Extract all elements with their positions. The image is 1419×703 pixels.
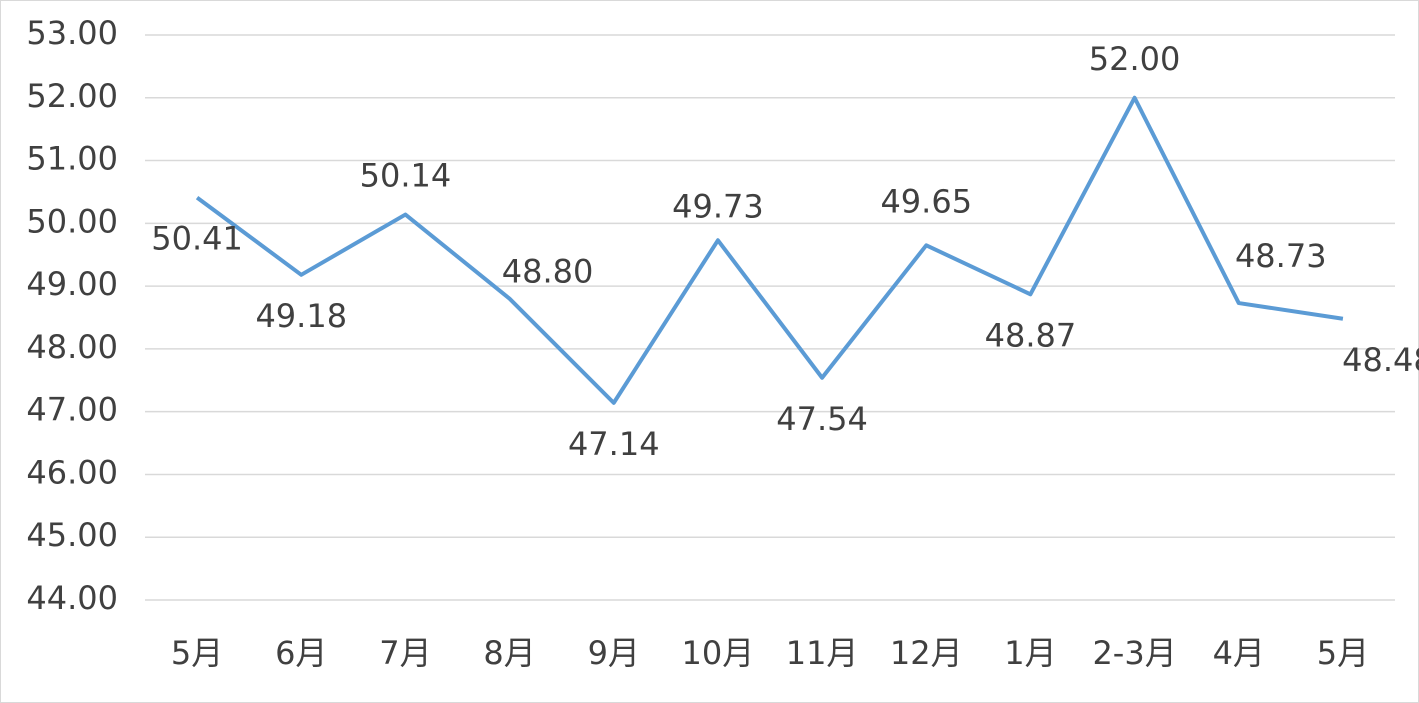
data-label: 47.14 bbox=[568, 425, 660, 463]
y-tick-label: 47.00 bbox=[26, 391, 118, 429]
data-label: 49.65 bbox=[880, 182, 972, 220]
x-tick-label: 5月 bbox=[1317, 634, 1369, 672]
data-label: 48.73 bbox=[1235, 237, 1327, 275]
y-tick-label: 48.00 bbox=[26, 328, 118, 366]
y-tick-label: 46.00 bbox=[26, 453, 118, 491]
data-label: 49.73 bbox=[672, 187, 764, 225]
data-label: 47.54 bbox=[776, 400, 868, 438]
x-tick-label: 12月 bbox=[890, 634, 963, 672]
data-label: 50.14 bbox=[360, 157, 452, 195]
x-tick-label: 7月 bbox=[379, 634, 431, 672]
data-label: 50.41 bbox=[151, 220, 243, 258]
y-tick-label: 45.00 bbox=[26, 516, 118, 554]
x-tick-label: 6月 bbox=[275, 634, 327, 672]
y-tick-label: 50.00 bbox=[26, 202, 118, 240]
y-tick-label: 52.00 bbox=[26, 77, 118, 115]
y-tick-label: 44.00 bbox=[26, 579, 118, 617]
x-tick-label: 1月 bbox=[1004, 634, 1056, 672]
data-label: 48.48 bbox=[1342, 341, 1419, 379]
x-tick-label: 4月 bbox=[1213, 634, 1265, 672]
y-tick-label: 49.00 bbox=[26, 265, 118, 303]
data-line bbox=[195, 95, 1344, 405]
y-tick-label: 53.00 bbox=[26, 14, 118, 52]
x-tick-label: 11月 bbox=[786, 634, 859, 672]
data-label: 49.18 bbox=[255, 297, 347, 335]
x-tick-label: 8月 bbox=[483, 634, 535, 672]
data-label: 52.00 bbox=[1089, 40, 1181, 78]
data-label: 48.80 bbox=[502, 253, 594, 291]
x-tick-label: 2-3月 bbox=[1092, 634, 1176, 672]
x-tick-label: 10月 bbox=[682, 634, 755, 672]
x-tick-label: 5月 bbox=[171, 634, 223, 672]
x-tick-label: 9月 bbox=[588, 634, 640, 672]
data-label: 48.87 bbox=[985, 316, 1077, 354]
y-tick-label: 51.00 bbox=[26, 140, 118, 178]
